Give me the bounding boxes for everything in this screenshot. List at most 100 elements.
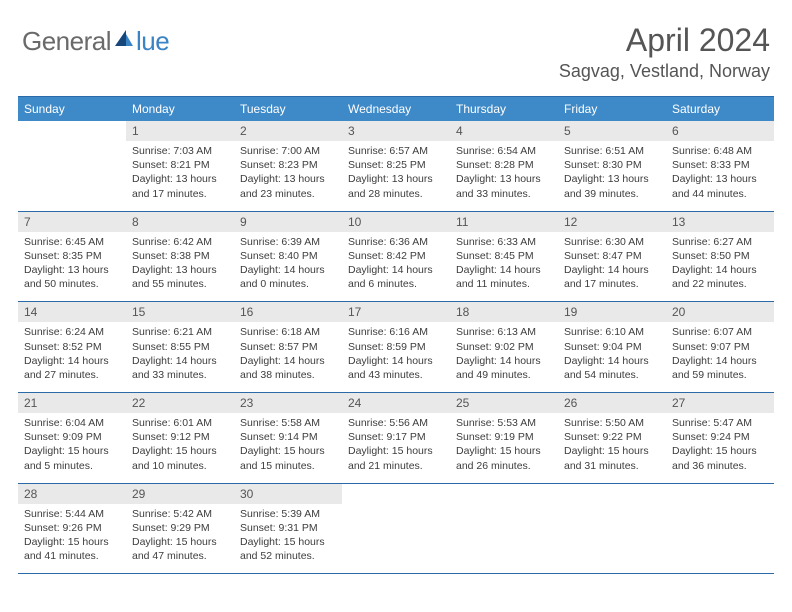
day-number: 15 [126,302,234,322]
day-number-cell [666,483,774,504]
day-body: Sunrise: 5:44 AMSunset: 9:26 PMDaylight:… [18,504,126,574]
day-number-cell: 4 [450,121,558,141]
day-body-cell [450,504,558,574]
logo-text-blue: lue [136,26,169,57]
daynum-row: 123456 [18,121,774,141]
day-number: 2 [234,121,342,141]
day-body-cell: Sunrise: 6:18 AMSunset: 8:57 PMDaylight:… [234,322,342,392]
daynum-row: 14151617181920 [18,302,774,323]
daybody-row: Sunrise: 6:24 AMSunset: 8:52 PMDaylight:… [18,322,774,392]
day-number-cell: 19 [558,302,666,323]
day-number: 13 [666,212,774,232]
day-number-cell: 1 [126,121,234,141]
day-number: 18 [450,302,558,322]
day-number [558,484,666,504]
col-wednesday: Wednesday [342,97,450,122]
day-number-cell: 14 [18,302,126,323]
day-number: 25 [450,393,558,413]
day-body-cell: Sunrise: 5:39 AMSunset: 9:31 PMDaylight:… [234,504,342,574]
day-body: Sunrise: 5:56 AMSunset: 9:17 PMDaylight:… [342,413,450,483]
day-number-cell: 15 [126,302,234,323]
bottom-rule [18,573,774,574]
day-body: Sunrise: 6:01 AMSunset: 9:12 PMDaylight:… [126,413,234,483]
day-body: Sunrise: 5:39 AMSunset: 9:31 PMDaylight:… [234,504,342,574]
day-number-cell: 5 [558,121,666,141]
day-body: Sunrise: 6:27 AMSunset: 8:50 PMDaylight:… [666,232,774,302]
weekday-header-row: Sunday Monday Tuesday Wednesday Thursday… [18,97,774,122]
day-number-cell: 25 [450,393,558,414]
day-number: 6 [666,121,774,141]
month-title: April 2024 [559,22,770,59]
day-body: Sunrise: 5:58 AMSunset: 9:14 PMDaylight:… [234,413,342,483]
day-number: 12 [558,212,666,232]
day-body: Sunrise: 6:48 AMSunset: 8:33 PMDaylight:… [666,141,774,211]
day-body-cell: Sunrise: 6:36 AMSunset: 8:42 PMDaylight:… [342,232,450,302]
day-body: Sunrise: 6:07 AMSunset: 9:07 PMDaylight:… [666,322,774,392]
day-body: Sunrise: 6:39 AMSunset: 8:40 PMDaylight:… [234,232,342,302]
daybody-row: Sunrise: 6:04 AMSunset: 9:09 PMDaylight:… [18,413,774,483]
day-number: 28 [18,484,126,504]
day-body-cell [18,141,126,211]
day-body: Sunrise: 6:45 AMSunset: 8:35 PMDaylight:… [18,232,126,302]
day-number: 23 [234,393,342,413]
day-number: 9 [234,212,342,232]
day-number-cell: 6 [666,121,774,141]
day-number-cell: 22 [126,393,234,414]
day-body: Sunrise: 6:24 AMSunset: 8:52 PMDaylight:… [18,322,126,392]
day-body: Sunrise: 6:13 AMSunset: 9:02 PMDaylight:… [450,322,558,392]
col-saturday: Saturday [666,97,774,122]
day-number-cell [18,121,126,141]
day-body-cell: Sunrise: 7:00 AMSunset: 8:23 PMDaylight:… [234,141,342,211]
day-number-cell: 11 [450,211,558,232]
day-number: 1 [126,121,234,141]
day-number-cell: 30 [234,483,342,504]
day-number: 21 [18,393,126,413]
day-number-cell: 12 [558,211,666,232]
day-number-cell: 18 [450,302,558,323]
day-body: Sunrise: 6:10 AMSunset: 9:04 PMDaylight:… [558,322,666,392]
day-number-cell: 8 [126,211,234,232]
daynum-row: 21222324252627 [18,393,774,414]
day-number-cell: 17 [342,302,450,323]
title-block: April 2024 Sagvag, Vestland, Norway [559,22,770,82]
day-number: 7 [18,212,126,232]
day-body: Sunrise: 6:18 AMSunset: 8:57 PMDaylight:… [234,322,342,392]
day-body: Sunrise: 6:33 AMSunset: 8:45 PMDaylight:… [450,232,558,302]
day-body-cell: Sunrise: 6:42 AMSunset: 8:38 PMDaylight:… [126,232,234,302]
day-number-cell: 21 [18,393,126,414]
day-number: 5 [558,121,666,141]
day-number-cell: 16 [234,302,342,323]
day-body-cell: Sunrise: 6:27 AMSunset: 8:50 PMDaylight:… [666,232,774,302]
day-number: 29 [126,484,234,504]
day-body: Sunrise: 6:16 AMSunset: 8:59 PMDaylight:… [342,322,450,392]
day-body-cell: Sunrise: 6:10 AMSunset: 9:04 PMDaylight:… [558,322,666,392]
day-body-cell [558,504,666,574]
day-body-cell: Sunrise: 5:56 AMSunset: 9:17 PMDaylight:… [342,413,450,483]
day-body: Sunrise: 6:57 AMSunset: 8:25 PMDaylight:… [342,141,450,211]
day-number [666,484,774,504]
day-number [450,484,558,504]
calendar-table: Sunday Monday Tuesday Wednesday Thursday… [18,96,774,573]
day-number-cell: 23 [234,393,342,414]
day-body-cell: Sunrise: 6:33 AMSunset: 8:45 PMDaylight:… [450,232,558,302]
day-number-cell: 24 [342,393,450,414]
day-body-cell: Sunrise: 6:01 AMSunset: 9:12 PMDaylight:… [126,413,234,483]
day-number-cell: 2 [234,121,342,141]
day-number-cell: 13 [666,211,774,232]
day-number: 27 [666,393,774,413]
col-friday: Friday [558,97,666,122]
location: Sagvag, Vestland, Norway [559,61,770,82]
day-number [18,121,126,141]
day-number: 19 [558,302,666,322]
day-body: Sunrise: 6:51 AMSunset: 8:30 PMDaylight:… [558,141,666,211]
day-body: Sunrise: 6:36 AMSunset: 8:42 PMDaylight:… [342,232,450,302]
daynum-row: 282930 [18,483,774,504]
day-number-cell [342,483,450,504]
day-body [666,504,774,562]
day-number: 24 [342,393,450,413]
day-body-cell: Sunrise: 6:24 AMSunset: 8:52 PMDaylight:… [18,322,126,392]
day-body-cell: Sunrise: 6:54 AMSunset: 8:28 PMDaylight:… [450,141,558,211]
col-tuesday: Tuesday [234,97,342,122]
day-body-cell: Sunrise: 6:39 AMSunset: 8:40 PMDaylight:… [234,232,342,302]
day-body-cell: Sunrise: 5:44 AMSunset: 9:26 PMDaylight:… [18,504,126,574]
